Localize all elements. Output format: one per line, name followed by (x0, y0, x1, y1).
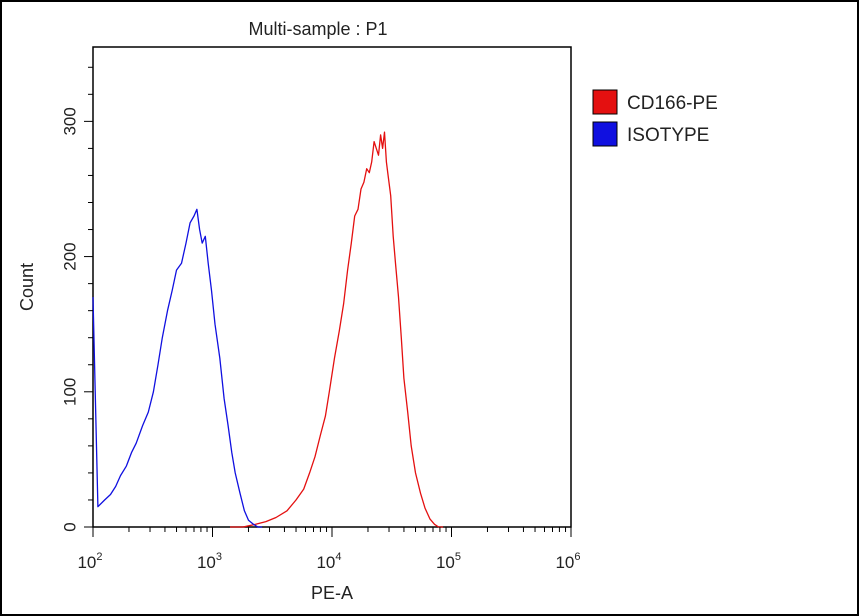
plot-area-frame (92, 46, 572, 528)
y-tick-label: 300 (61, 107, 80, 135)
series-line-1 (92, 208, 263, 528)
y-tick-label: 100 (61, 378, 80, 406)
x-tick-label: 104 (316, 551, 341, 572)
legend-label: CD166-PE (627, 93, 718, 114)
series-line-0 (230, 131, 444, 528)
chart-title: Multi-sample : P1 (248, 19, 387, 39)
x-tick-label: 103 (197, 551, 222, 572)
x-tick-label: 105 (436, 551, 461, 572)
y-axis: 0 100 200 300 (61, 66, 93, 532)
series-layer (92, 131, 444, 528)
x-axis: 102 103 104 105 106 (77, 527, 581, 572)
legend-swatch (592, 121, 618, 147)
legend-swatch (592, 89, 618, 115)
x-tick-label: 102 (77, 551, 102, 572)
legend-label: ISOTYPE (627, 125, 709, 146)
x-tick-label: 106 (555, 551, 580, 572)
legend: CD166-PE ISOTYPE (592, 89, 718, 147)
y-tick-label: 200 (61, 242, 80, 270)
y-tick-label: 0 (61, 522, 80, 531)
y-axis-title: Count (17, 263, 37, 311)
x-axis-title: PE-A (311, 583, 353, 603)
